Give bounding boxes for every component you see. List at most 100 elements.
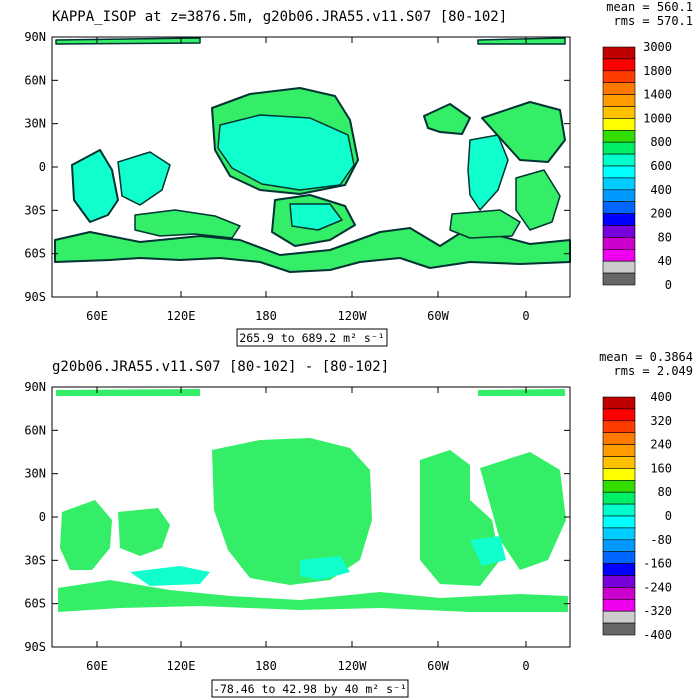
panel-bottom: g20b06.JRA55.v11.S07 [80-102] - [80-102]… xyxy=(24,350,693,698)
map-region-west2 xyxy=(117,151,171,206)
colorbar-swatch xyxy=(602,141,636,155)
colorbar-swatch xyxy=(602,189,636,203)
panel-top-map xyxy=(54,37,571,273)
colorbar-swatch xyxy=(602,260,636,274)
y-tick-label: 90N xyxy=(24,30,46,44)
x-tick-label: 120W xyxy=(338,659,368,673)
panel-top-range-label: 265.9 to 689.2 m² s⁻¹ xyxy=(239,331,384,345)
map-region-arctic-bar2 xyxy=(477,37,566,45)
colorbar-swatch xyxy=(602,456,636,469)
x-tick-label: 180 xyxy=(255,659,277,673)
colorbar-label: 0 xyxy=(665,278,672,292)
colorbar-swatch xyxy=(602,444,636,457)
colorbar-label: 600 xyxy=(650,159,672,173)
colorbar-swatch xyxy=(602,610,636,624)
y-tick-label: 90S xyxy=(24,640,46,654)
y-tick-label: 60N xyxy=(24,73,46,87)
panel-bottom-title: g20b06.JRA55.v11.S07 [80-102] - [80-102] xyxy=(52,359,389,375)
colorbar-swatch xyxy=(602,249,636,262)
colorbar-swatch xyxy=(602,575,636,588)
x-tick-label: 0 xyxy=(522,659,529,673)
y-tick-label: 30S xyxy=(24,203,46,217)
map-region-atlantic-east xyxy=(481,101,566,163)
y-tick-label: 60S xyxy=(24,597,46,611)
colorbar-swatch xyxy=(602,201,636,214)
panel-bottom-mean: mean = 0.3864 xyxy=(599,350,693,364)
colorbar-label: 320 xyxy=(650,414,672,428)
map2-region-west xyxy=(60,500,112,570)
colorbar-label: 0 xyxy=(665,509,672,523)
map-region-atlantic-north xyxy=(423,103,471,135)
colorbar-label: 160 xyxy=(650,461,672,475)
colorbar-label: -80 xyxy=(650,533,672,547)
colorbar-label: 200 xyxy=(650,207,672,221)
map2-region-atlantic-cyan xyxy=(470,536,506,566)
x-tick-label: 180 xyxy=(255,309,277,323)
map-region-west xyxy=(71,149,119,223)
panel-bottom-range-label: -78.46 to 42.98 by 40 m² s⁻¹ xyxy=(213,682,407,696)
y-tick-label: 60S xyxy=(24,247,46,261)
colorbar-swatch xyxy=(602,165,636,179)
colorbar-swatch xyxy=(602,106,636,119)
y-tick-label: 0 xyxy=(39,510,46,524)
panel-top-mean: mean = 560.1 xyxy=(606,0,693,14)
colorbar-label: 800 xyxy=(650,135,672,149)
x-tick-label: 120W xyxy=(338,309,368,323)
panel-bottom-rms: rms = 2.049 xyxy=(614,364,693,378)
map2-region-arctic2 xyxy=(478,389,565,396)
panel-top-range-box xyxy=(236,328,388,347)
map2-region-pacific-cyan xyxy=(300,556,350,580)
colorbar-swatch xyxy=(602,622,636,636)
colorbar-label: -160 xyxy=(643,557,672,571)
y-tick-label: 60N xyxy=(24,423,46,437)
x-tick-label: 120E xyxy=(167,309,196,323)
map-region-arctic-bar xyxy=(55,37,201,45)
map-region-pacific xyxy=(217,114,355,191)
panel-top-yticks: 90N 60N 30N 0 30S 60S 90S xyxy=(24,30,570,304)
colorbar-swatch xyxy=(602,551,636,564)
colorbar-swatch xyxy=(602,94,636,107)
colorbar-swatch xyxy=(602,130,636,143)
x-tick-label: 60W xyxy=(427,309,449,323)
colorbar-swatch xyxy=(602,408,636,422)
panel-top: KAPPA_ISOP at z=3876.5m, g20b06.JRA55.v1… xyxy=(24,0,693,347)
colorbar-swatch xyxy=(602,503,636,517)
colorbar-swatch xyxy=(602,527,636,541)
colorbar-swatch xyxy=(602,587,636,600)
colorbar-swatch xyxy=(602,432,636,445)
colorbar-swatch xyxy=(602,420,636,433)
x-tick-label: 60W xyxy=(427,659,449,673)
panel-bottom-range-box xyxy=(211,679,409,698)
panel-bottom-map xyxy=(56,389,568,612)
colorbar-swatch xyxy=(602,598,636,612)
y-tick-label: 90S xyxy=(24,290,46,304)
colorbar-label: -320 xyxy=(643,604,672,618)
colorbar-swatch xyxy=(602,213,636,226)
colorbar-label: 400 xyxy=(650,390,672,404)
map-region-east xyxy=(515,169,561,231)
colorbar-label: 80 xyxy=(658,485,672,499)
map2-region-west2 xyxy=(118,508,170,556)
colorbar-swatch xyxy=(602,82,636,95)
colorbar-swatch xyxy=(602,515,636,529)
colorbar-swatch xyxy=(602,468,636,481)
y-tick-label: 90N xyxy=(24,380,46,394)
map-region-south-indian xyxy=(134,209,241,239)
y-tick-label: 30N xyxy=(24,117,46,131)
map2-region-east xyxy=(480,452,566,570)
colorbar-label: -240 xyxy=(643,580,672,594)
colorbar-swatch xyxy=(602,237,636,250)
colorbar-swatch xyxy=(602,46,636,60)
colorbar-swatch xyxy=(602,563,636,576)
y-tick-label: 30N xyxy=(24,467,46,481)
panel-top-rms: rms = 570.1 xyxy=(614,14,693,28)
colorbar-swatch xyxy=(602,177,636,191)
x-tick-label: 0 xyxy=(522,309,529,323)
colorbar-label: 80 xyxy=(658,230,672,244)
colorbar-label: 400 xyxy=(650,183,672,197)
colorbar-swatch xyxy=(602,118,636,131)
colorbar-label: -400 xyxy=(643,628,672,642)
colorbar-label: 1800 xyxy=(643,64,672,78)
